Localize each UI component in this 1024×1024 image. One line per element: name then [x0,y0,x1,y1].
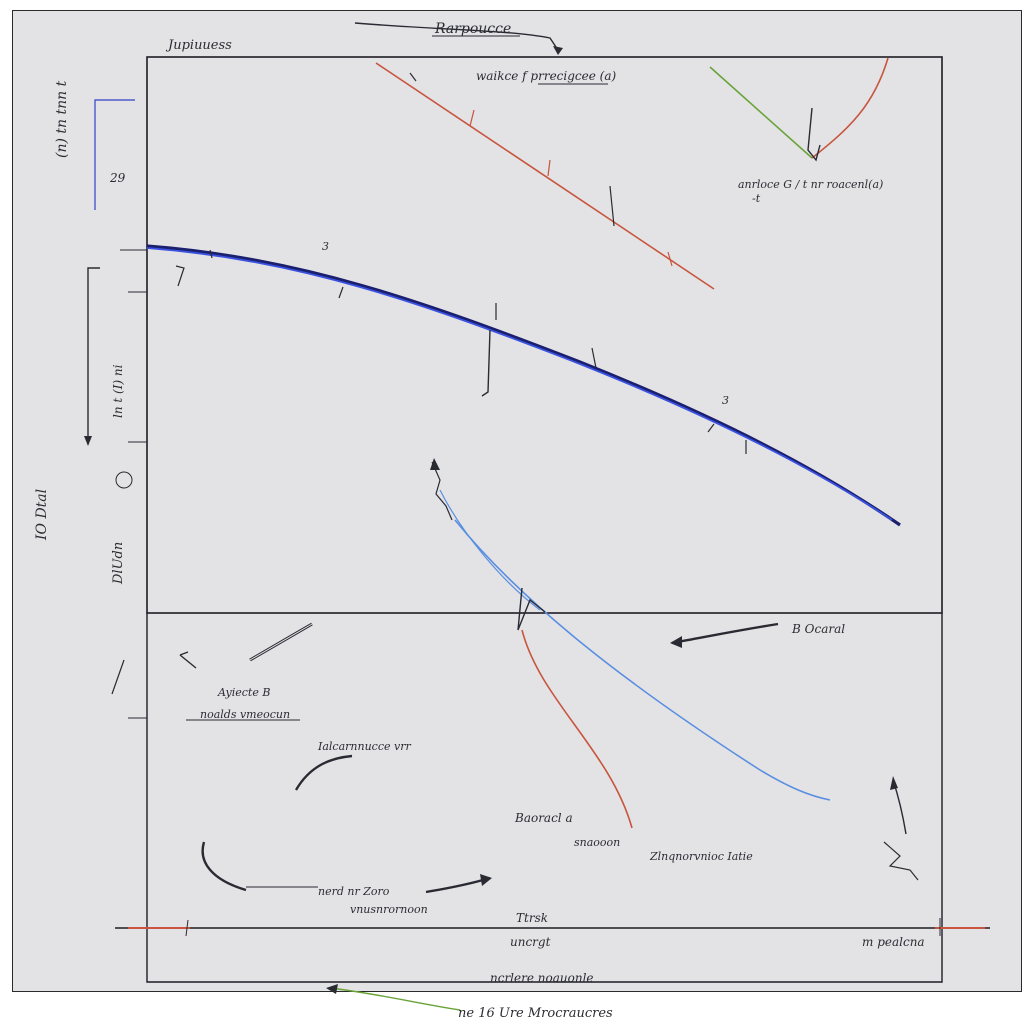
right-annotation: anrloce G / t nr roacenl(a) [738,178,883,191]
top-title: Rarpoucce [434,21,511,37]
right-annotation-sub: -t [752,192,761,205]
red-tick-4 [667,251,673,267]
left-outer-label: IO Dtal [34,489,50,541]
footer-arrowhead [326,984,338,994]
c-bracket-arrow [201,841,247,892]
upper-plot-frame [146,56,943,614]
mid-right-arrowhead [670,636,682,648]
baseline-tick-left [185,919,189,937]
curve-tick-1 [209,249,213,259]
main-blue-curve [146,244,901,527]
left-mid-label: ln t (I) ni [111,364,125,418]
curve-drop-marker [481,329,491,397]
left-edge-tick-lower [111,659,125,695]
lower-left-label-a: Ayiecte B [217,686,270,699]
top-leader-arrowhead [553,46,563,55]
lower-left-label-b: noalds vmeocun [200,708,290,721]
lower-center-label-a: Baoracl a [514,811,573,825]
green-line [709,66,813,159]
v-arrow-mark [807,107,821,162]
left-vertical-top: (n) tn tnn t [54,80,70,158]
red-short-2 [409,72,417,82]
light-blue-curve-2 [439,489,541,611]
curve-tick-5 [707,423,715,433]
bottom-caption: ncrlere noauonle [490,971,594,985]
left-arrow-bracket [87,267,100,440]
upper-center-label: waikce f prrecigcee (a) [476,69,616,83]
right-arrow-lower [425,876,491,894]
right-edge-squiggle [883,841,919,881]
left-lower-label: DlUdn [111,542,126,585]
light-blue-curve [454,519,831,801]
red-curve-lower [521,629,633,829]
left-circle-mark [115,471,133,489]
top-leader-arrow [354,22,559,51]
lower-right-label: Zlnqnorvnioc Iatie [649,850,753,863]
left-tick-29: 29 [109,171,126,185]
bottom-right-axis-label: m pealcna [862,935,925,949]
curve-tick-4 [591,347,597,369]
lower-center-label-b: snaooon [574,836,620,849]
top-left-label: Jupiuuess [165,38,232,53]
small-arrow-left [179,651,197,669]
footer-green-arrow [329,987,461,1011]
red-tick-1 [469,109,475,127]
right-arrow-lower-head [480,874,492,886]
red-curve-upper [811,57,889,159]
left-arrow-head [84,436,92,446]
lower-mid-label: Ialcarnnucce vrr [317,740,411,753]
bottom-axis-label-a: Ttrsk [516,911,548,925]
arrow-diag-lower-left-inner [249,623,313,661]
red-tick-2 [547,159,551,177]
intersection-marker [517,587,546,631]
upward-squiggle-arrow [431,461,453,521]
red-tick-3 [609,185,615,227]
footer-caption: ne 16 Ure Mrocraucres [458,1006,613,1021]
drawing-sheet [12,10,1022,992]
bottom-label-a: nerd nr Zoro [318,885,390,898]
point-3-b: 3 [722,394,729,407]
right-edge-arrowhead [890,776,898,790]
main-blue-curve-highlight [146,247,893,521]
upward-squiggle-head [430,458,440,470]
curve-tick-2 [338,286,344,299]
left-curve-bracket [175,265,185,287]
mid-right-arrow [671,622,779,645]
left-blue-bracket [94,99,135,210]
curved-arrow-lower [294,754,353,791]
bottom-label-b: vnusnrornoon [350,903,428,916]
point-3-a: 3 [322,240,329,253]
lower-plot-frame [146,613,943,983]
red-diagonal-line [375,62,715,290]
bottom-axis-label-b: uncrgt [510,935,551,949]
mid-right-label: B Ocaral [791,622,845,636]
